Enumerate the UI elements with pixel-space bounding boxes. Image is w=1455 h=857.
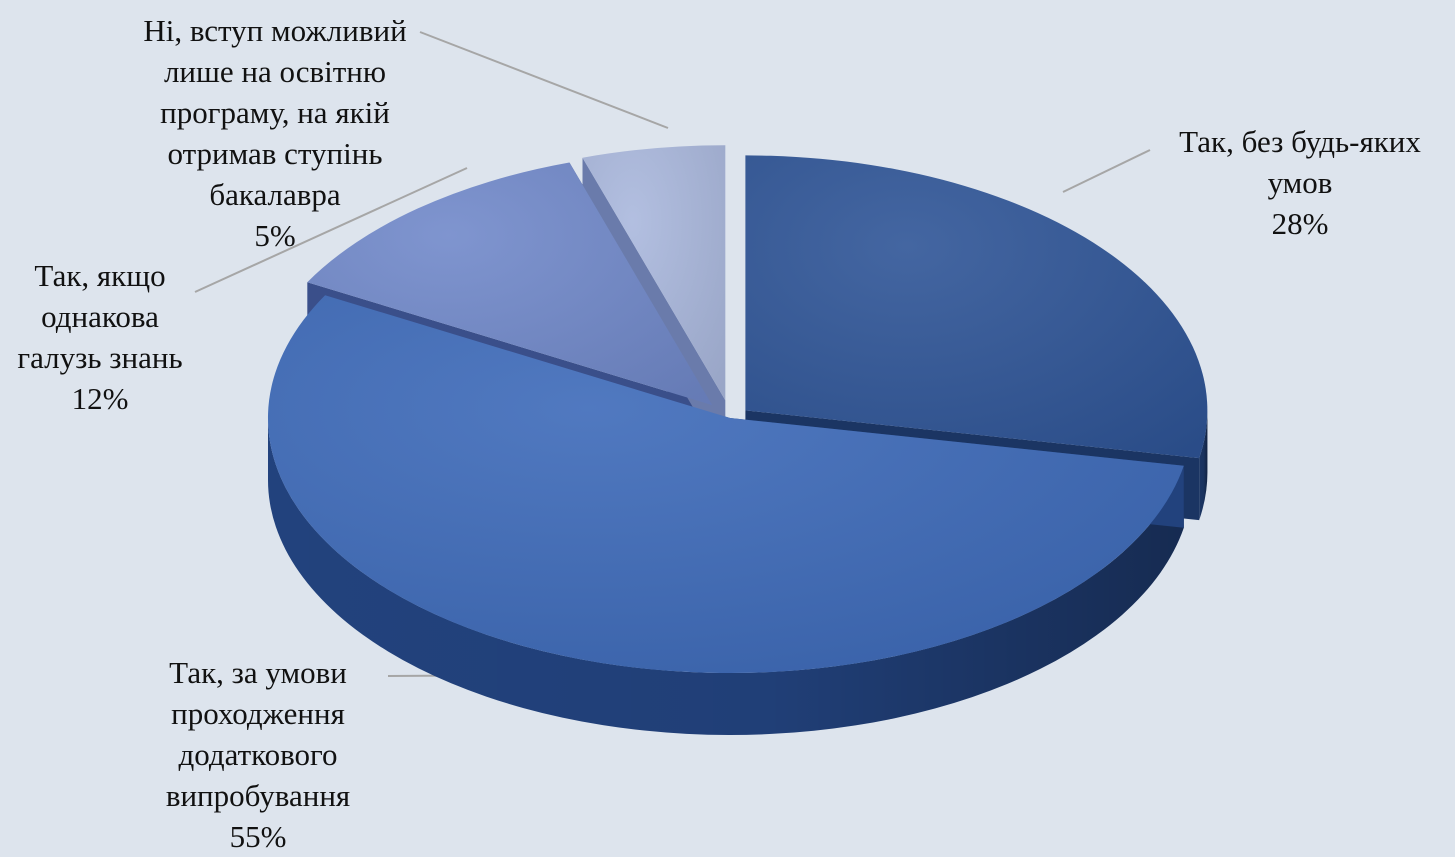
slice-highlight-0 <box>745 155 1208 459</box>
slice-label-2-line-1: однакова <box>41 299 159 334</box>
slice-label-2: Так, якщо однакова галузь знань 12% <box>0 255 200 419</box>
leader-line-3 <box>419 31 669 129</box>
slice-side-shade-1 <box>268 418 1184 735</box>
slice-label-0-line-0: Так, без будь-яких <box>1179 124 1421 159</box>
slice-label-3-line-0: Ні, вступ можливий <box>143 13 407 48</box>
leader-line-0 <box>1062 149 1151 193</box>
slice-label-0-line-1: умов <box>1267 165 1333 200</box>
slice-label-2-percent: 12% <box>71 381 129 416</box>
slice-label-3-line-1: лише на освітню <box>163 54 387 89</box>
slice-label-3-line-4: бакалавра <box>209 177 341 212</box>
slice-label-0: Так, без будь-яких умов 28% <box>1130 121 1455 244</box>
leader-line-2 <box>194 167 468 293</box>
slice-tops <box>267 145 1208 674</box>
slice-label-1: Так, за умови проходження додаткового ви… <box>128 652 388 857</box>
slice-side-shade-0 <box>1199 410 1208 521</box>
slice-label-3: Ні, вступ можливий лише на освітню прогр… <box>105 10 445 256</box>
slice-highlight-1 <box>267 295 1184 674</box>
slice-label-3-line-3: отримав ступінь <box>167 136 383 171</box>
slice-highlight-2 <box>307 162 713 406</box>
slice-label-0-percent: 28% <box>1271 206 1329 241</box>
slice-label-1-line-1: проходження <box>171 696 345 731</box>
slice-label-1-line-3: випробування <box>165 778 351 813</box>
slice-highlight-3 <box>582 145 726 401</box>
slice-label-2-line-2: галузь знань <box>17 340 183 375</box>
slice-label-1-line-0: Так, за умови <box>169 655 347 690</box>
slice-label-3-line-2: програму, на якій <box>160 95 390 130</box>
slice-label-1-line-2: додаткового <box>178 737 338 772</box>
slice-label-3-percent: 5% <box>254 218 296 253</box>
slice-label-2-line-0: Так, якщо <box>34 258 166 293</box>
slice-label-1-percent: 55% <box>229 819 287 854</box>
